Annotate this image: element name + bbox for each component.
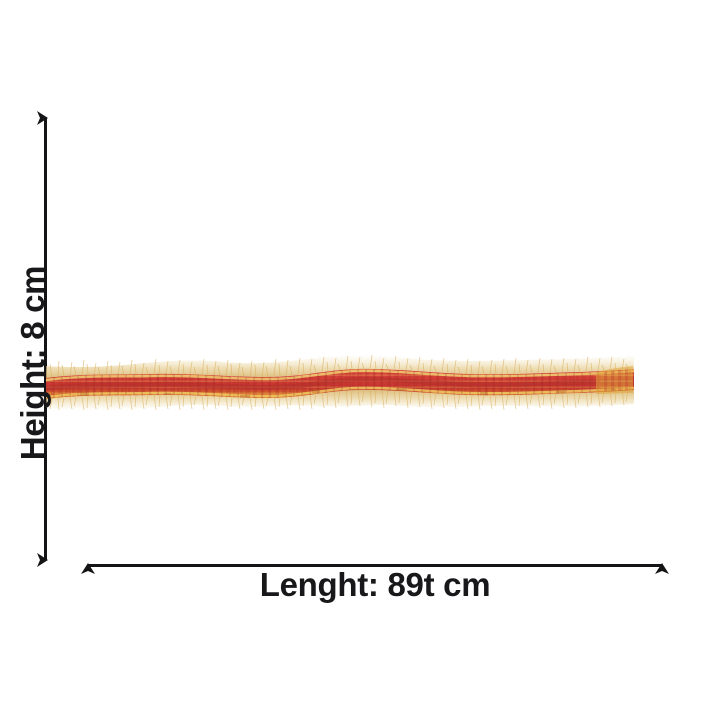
height-dimension-label: Height: 8 cm xyxy=(14,265,51,461)
product-image-fringed-lace-trim xyxy=(44,348,636,412)
length-dimension-label: Lenght: 89t cm xyxy=(259,566,491,603)
fringe-bottom xyxy=(46,389,634,411)
fringe-top xyxy=(46,354,634,378)
lace-trim-graphic xyxy=(46,354,634,411)
trim-right-end-cap xyxy=(596,366,633,394)
